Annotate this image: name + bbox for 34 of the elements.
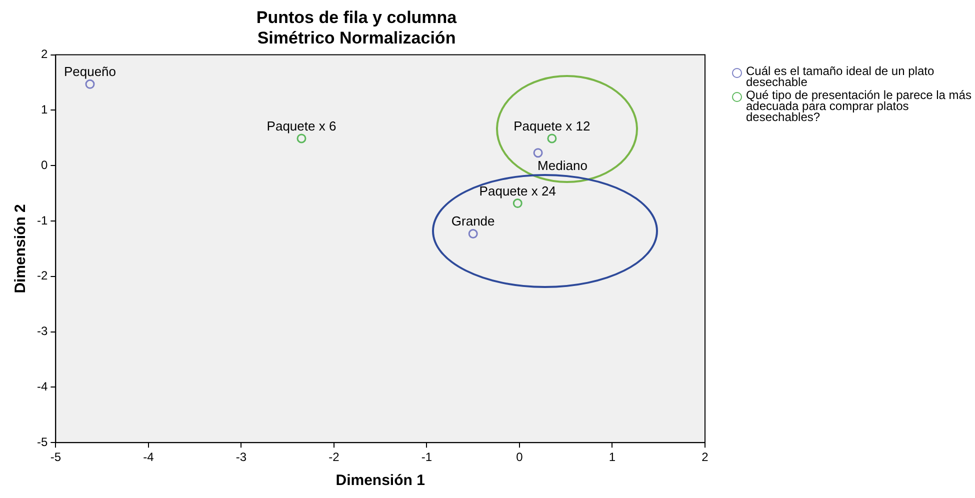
annotation: Paquete x 12 — [514, 118, 590, 134]
y-tick-label: -3 — [37, 324, 48, 338]
point — [547, 134, 557, 144]
x-tick-label: 0 — [516, 450, 524, 464]
point — [468, 228, 478, 238]
point — [85, 79, 95, 89]
legend-label: Cuál es el tamaño ideal de un plato desechable — [746, 64, 936, 89]
point — [296, 134, 306, 144]
y-tick-label: 0 — [40, 158, 48, 172]
annotation: Paquete x 24 — [479, 183, 556, 198]
x-axis-title: Dimensión 1 — [336, 472, 425, 490]
x-tick-label: -5 — [50, 450, 62, 464]
x-tick-label: -3 — [236, 450, 247, 464]
y-tick-label: 1 — [40, 102, 48, 117]
y-axis-title: Dimensión 2 — [12, 204, 30, 294]
annotation: Grande — [451, 214, 495, 229]
point — [512, 198, 522, 208]
y-tick-label: -5 — [37, 434, 48, 449]
y-tick-label: -4 — [37, 380, 48, 394]
x-tick-label: 1 — [608, 450, 616, 464]
annotation: Paquete x 6 — [266, 118, 336, 134]
point — [533, 148, 543, 158]
x-tick-label: -2 — [328, 450, 340, 464]
x-tick-label: 2 — [702, 450, 709, 464]
chart-title: Puntos de fila y columna — [256, 8, 458, 27]
legend-label: Qué tipo de presentación le parece la más adecuada para comprar platos desechables? — [746, 88, 972, 124]
annotation: Mediano — [538, 158, 588, 173]
x-tick-label: -1 — [421, 450, 432, 464]
x-tick-label: -4 — [143, 450, 154, 464]
y-tick-label: -2 — [37, 268, 48, 283]
chart-subtitle: Simétrico Normalización — [257, 28, 456, 48]
annotation: Pequeño — [64, 64, 116, 80]
y-tick-label: 2 — [40, 47, 48, 62]
y-tick-label: -1 — [37, 213, 48, 228]
